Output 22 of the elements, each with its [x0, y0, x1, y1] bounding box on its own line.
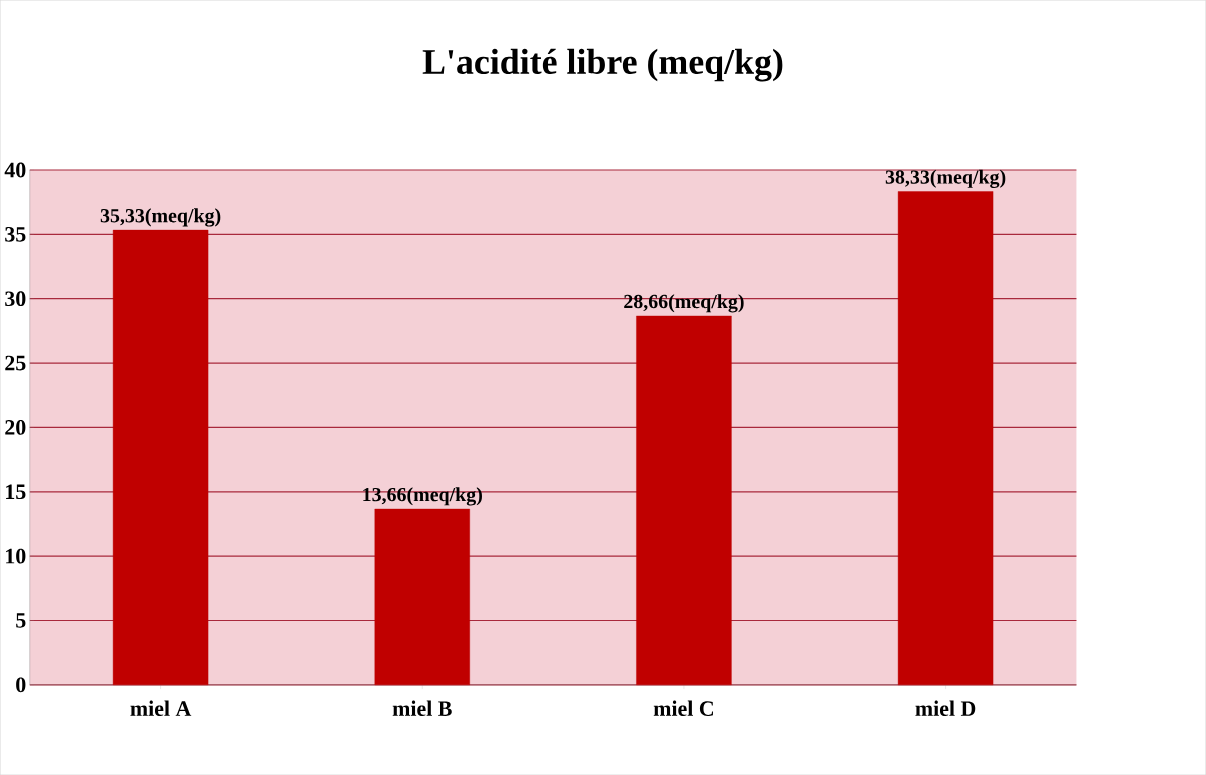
bar	[897, 191, 994, 685]
x-tick-label: miel A	[130, 700, 192, 716]
y-tick-label: 10	[6, 548, 26, 564]
data-label: 35,33(meq/kg)	[100, 208, 221, 227]
chart-title: L'acidité libre (meq/kg)	[422, 48, 783, 82]
x-tick-label: miel B	[392, 700, 452, 716]
y-tick-label: 0	[16, 677, 26, 693]
y-tick-label: 20	[5, 419, 26, 435]
y-tick-label: 40	[4, 162, 26, 178]
bar	[374, 508, 470, 685]
x-tick-label: miel D	[915, 700, 976, 716]
x-tick-label: miel C	[653, 700, 713, 716]
data-label: 28,66(meq/kg)	[624, 294, 744, 313]
bar	[636, 315, 732, 685]
data-label: 13,66(meq/kg)	[363, 487, 482, 506]
bar	[112, 229, 209, 685]
y-tick-label: 15	[6, 484, 26, 500]
y-tick-label: 25	[5, 355, 26, 371]
y-tick-label: 30	[5, 291, 26, 307]
y-tick-label: 5	[16, 613, 26, 628]
data-label: 38,33(meq/kg)	[885, 169, 1006, 188]
y-tick-label: 35	[5, 226, 26, 242]
